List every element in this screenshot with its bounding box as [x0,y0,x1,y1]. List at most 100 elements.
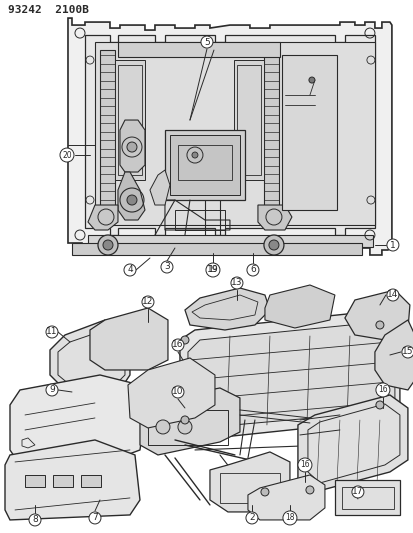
Circle shape [89,512,101,524]
Bar [164,130,244,200]
Bar [115,60,145,180]
Circle shape [46,326,58,338]
Text: 10: 10 [172,387,183,397]
Circle shape [401,346,413,358]
Circle shape [171,339,183,351]
Circle shape [282,511,296,525]
Polygon shape [150,170,170,205]
Polygon shape [264,285,334,328]
Circle shape [178,420,192,434]
Text: 2: 2 [249,513,254,522]
Text: 19: 19 [206,265,218,274]
Circle shape [308,77,314,83]
Polygon shape [120,120,145,172]
Bar [72,243,361,255]
Circle shape [127,142,137,152]
Text: 16: 16 [377,385,387,394]
Bar [170,135,240,195]
Polygon shape [68,18,391,255]
Circle shape [180,416,188,424]
Polygon shape [90,308,168,370]
Circle shape [98,235,118,255]
Polygon shape [185,288,269,330]
Text: 4: 4 [127,265,133,274]
Text: 5: 5 [204,37,209,46]
Text: 12: 12 [142,297,153,306]
Polygon shape [180,310,399,440]
Circle shape [246,264,258,276]
Text: 6: 6 [249,265,255,274]
Circle shape [60,148,74,162]
Bar [118,65,142,175]
Bar [233,60,263,180]
Text: 3: 3 [164,262,169,271]
Bar [175,210,224,230]
Polygon shape [188,322,394,428]
Text: 15: 15 [401,348,413,357]
Text: 19: 19 [208,265,217,274]
Circle shape [46,384,58,396]
Text: 8: 8 [32,515,38,524]
Bar [281,55,336,210]
Circle shape [171,386,183,398]
Bar [81,475,101,487]
Bar [25,475,45,487]
Circle shape [205,263,219,277]
Circle shape [386,239,398,251]
Polygon shape [88,205,118,230]
Circle shape [206,264,218,276]
Bar [95,42,374,225]
Circle shape [123,264,135,276]
Polygon shape [10,375,145,465]
Text: 17: 17 [351,488,363,496]
Bar [219,473,279,503]
Polygon shape [5,440,140,520]
Circle shape [230,277,242,289]
Circle shape [127,195,137,205]
Polygon shape [209,452,289,512]
Polygon shape [257,205,291,230]
Bar [53,475,73,487]
Polygon shape [344,290,409,340]
Bar [118,42,279,57]
Circle shape [386,289,398,301]
Text: 1: 1 [389,240,395,249]
Circle shape [260,488,268,496]
Bar [100,50,115,210]
Text: 13: 13 [230,279,242,287]
Bar [341,487,393,509]
Text: 11: 11 [46,327,57,336]
Text: 16: 16 [172,341,183,350]
Bar [236,65,260,175]
Circle shape [29,514,41,526]
Text: 9: 9 [49,385,55,394]
Circle shape [192,152,197,158]
Text: 16: 16 [299,461,309,470]
Circle shape [375,383,389,397]
Polygon shape [374,320,413,390]
Polygon shape [140,388,240,455]
Circle shape [200,36,212,48]
Circle shape [297,458,311,472]
Polygon shape [247,475,324,520]
Polygon shape [118,172,145,220]
Circle shape [103,240,113,250]
Circle shape [161,261,173,273]
Text: 18: 18 [285,513,294,522]
Bar [178,145,231,180]
Bar [263,50,278,210]
Polygon shape [128,358,214,428]
Circle shape [375,321,383,329]
Bar [147,410,228,445]
Circle shape [375,401,383,409]
Bar [88,235,372,247]
Circle shape [263,235,283,255]
Polygon shape [50,320,130,400]
Text: 20: 20 [62,150,71,159]
Text: 14: 14 [386,290,398,300]
Text: 7: 7 [92,513,97,522]
Circle shape [245,512,257,524]
Circle shape [268,240,278,250]
Circle shape [180,336,188,344]
Circle shape [351,486,363,498]
